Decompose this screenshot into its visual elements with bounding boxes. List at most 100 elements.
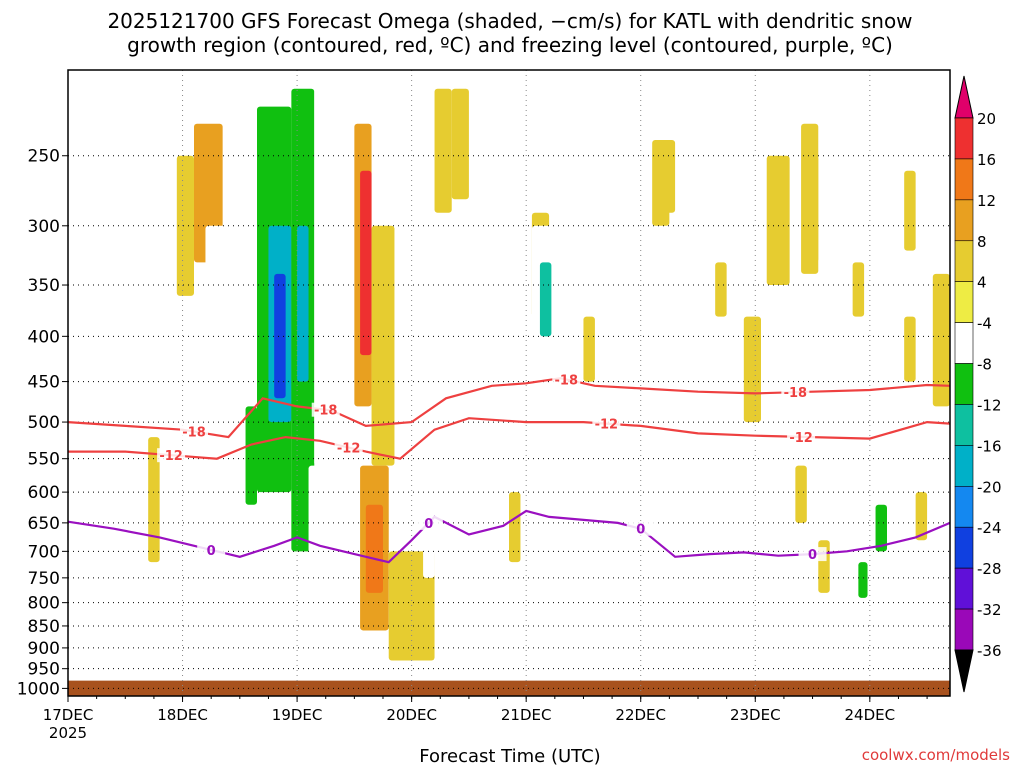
omega-cell <box>314 88 343 466</box>
x-year-label: 2025 <box>49 724 87 742</box>
omega-shading-layer <box>90 88 950 661</box>
contour-label-bg <box>552 372 581 387</box>
omega-cell <box>434 88 452 213</box>
y-tick-label: 450 <box>28 373 60 393</box>
omega-cell <box>371 225 395 466</box>
omega-cell <box>932 273 950 407</box>
omega-cell <box>858 562 868 598</box>
chart-title-line-1: 2025121700 GFS Forecast Omega (shaded, −… <box>107 9 912 33</box>
x-tick-label: 23DEC <box>730 706 781 724</box>
colorbar-label: 16 <box>977 151 996 169</box>
omega-cell <box>148 437 160 563</box>
omega-cell <box>365 504 383 593</box>
contour-label-bg <box>781 385 810 400</box>
x-tick-label: 20DEC <box>386 706 437 724</box>
colorbar-swatch <box>954 363 974 405</box>
contour-label-bg <box>311 402 340 417</box>
colorbar-swatch <box>954 240 974 282</box>
y-tick-label: 750 <box>28 569 60 589</box>
contour-label: -12 <box>337 442 361 457</box>
contour-label-bg <box>197 542 226 557</box>
contour-label: 0 <box>808 548 817 563</box>
y-tick-label: 650 <box>28 514 60 534</box>
omega-cell <box>583 316 595 382</box>
y-tick-label: 600 <box>28 483 60 503</box>
colorbar-label: 4 <box>977 274 987 292</box>
colorbar-label: -36 <box>977 642 1002 660</box>
contour-label: 0 <box>636 523 645 538</box>
colorbar-label: -4 <box>977 315 992 333</box>
contour-layer: -18 -18 -18 -18 -12 -12 -12 -12 0 0 0 0 <box>67 372 951 564</box>
contour-label-bg <box>787 429 816 444</box>
x-tick-label: 22DEC <box>615 706 666 724</box>
colorbar-swatch <box>954 117 974 160</box>
y-tick-label: 400 <box>28 327 60 347</box>
omega-cell <box>904 587 916 613</box>
colorbar-swatch <box>954 404 974 446</box>
colorbar-label: -8 <box>977 356 992 374</box>
y-tick-label: 300 <box>28 217 60 237</box>
colorbar-bottom-arrow <box>954 649 974 693</box>
omega-cell <box>904 170 916 251</box>
grid-layer <box>67 70 950 696</box>
colorbar-swatch <box>954 526 974 569</box>
colorbar-label: -32 <box>977 601 1002 619</box>
colorbar-swatch <box>954 281 974 323</box>
contour-label: -18 <box>182 426 206 441</box>
colorbar: 20 16 12 8 4 -4 -8 -12 -16 -20 -24 -28 -32 -36 <box>954 75 1002 693</box>
axes-layer: 2503003504004505005506006507007508008509… <box>17 69 951 742</box>
colorbar-label: 12 <box>977 192 996 210</box>
x-tick-label: 17DEC <box>43 706 94 724</box>
omega-cell <box>131 140 166 317</box>
omega-cell <box>176 155 194 296</box>
omega-cell <box>96 465 109 631</box>
contour-label: -18 <box>555 373 579 388</box>
omega-cell <box>308 465 320 648</box>
y-tick-label: 700 <box>28 542 60 562</box>
colorbar-label: 8 <box>977 233 987 251</box>
colorbar-swatch <box>954 445 974 487</box>
omega-cell <box>875 504 887 552</box>
contour-label-bg <box>798 547 827 562</box>
omega-cell <box>715 262 727 317</box>
omega-cell <box>245 406 257 505</box>
colorbar-label: 20 <box>977 110 996 128</box>
omega-cell <box>743 316 761 423</box>
y-tick-label: 350 <box>28 276 60 296</box>
contour-label: -12 <box>595 418 619 433</box>
colorbar-label: -12 <box>977 396 1002 414</box>
contour-label-bg <box>414 515 443 530</box>
omega-cell <box>274 273 286 399</box>
omega-cell <box>657 140 676 213</box>
omega-cell <box>451 88 469 200</box>
x-tick-label: 21DEC <box>501 706 552 724</box>
x-axis-label: Forecast Time (UTC) <box>419 746 600 767</box>
contour-freezing_0C <box>67 509 951 564</box>
omega-cell <box>90 106 120 356</box>
omega-cell <box>486 225 509 356</box>
colorbar-swatch <box>954 322 974 364</box>
contour-label: -18 <box>314 404 338 419</box>
contour-label-bg <box>334 440 363 455</box>
omega-cell <box>583 199 595 356</box>
colorbar-swatch <box>954 199 974 242</box>
y-tick-label: 250 <box>28 147 60 167</box>
colorbar-label: -20 <box>977 478 1002 496</box>
x-tick-label: 18DEC <box>157 706 208 724</box>
omega-cell <box>606 225 618 317</box>
contour-label: 0 <box>424 517 433 532</box>
omega-cell <box>539 262 552 337</box>
omega-cell <box>228 106 257 438</box>
omega-cell <box>915 492 928 541</box>
omega-cell <box>509 492 521 563</box>
omega-cell <box>709 336 727 399</box>
colorbar-label: -16 <box>977 437 1002 455</box>
omega-cell <box>205 225 229 399</box>
y-tick-label: 850 <box>28 617 60 637</box>
omega-cell <box>852 262 865 317</box>
contour-label: -18 <box>784 386 808 401</box>
x-tick-label: 19DEC <box>272 706 323 724</box>
contour-label: -12 <box>159 449 183 464</box>
credit-text: coolwx.com/models <box>862 746 1010 764</box>
